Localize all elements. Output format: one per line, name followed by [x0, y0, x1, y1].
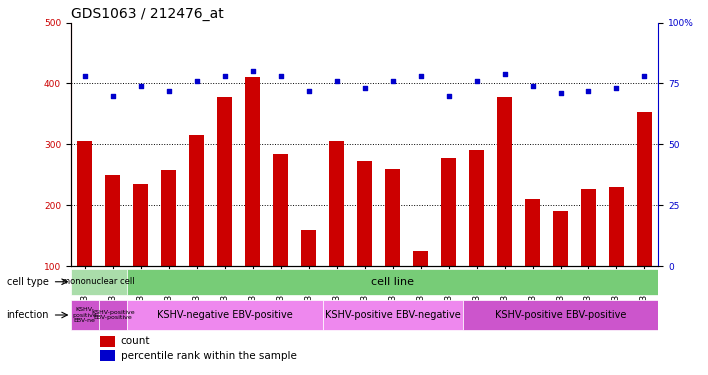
Text: percentile rank within the sample: percentile rank within the sample	[121, 351, 297, 361]
Bar	[357, 161, 372, 327]
Bar	[462, 300, 658, 330]
Bar	[581, 189, 596, 327]
Point	[583, 88, 594, 94]
Bar	[385, 169, 400, 327]
Point	[499, 70, 510, 77]
Point	[219, 73, 230, 79]
Bar	[127, 269, 658, 295]
Text: KSHV-positive EBV-positive: KSHV-positive EBV-positive	[495, 310, 626, 320]
Point	[443, 93, 455, 99]
Point	[247, 68, 258, 74]
Bar	[553, 211, 569, 327]
Bar	[609, 187, 624, 327]
Point	[275, 73, 286, 79]
Point	[331, 78, 342, 84]
Bar	[323, 300, 462, 330]
Point	[163, 88, 174, 94]
Point	[387, 78, 399, 84]
Text: infection: infection	[6, 310, 48, 320]
Text: KSHV-
positive
EBV-ne: KSHV- positive EBV-ne	[72, 307, 97, 323]
Bar	[99, 300, 127, 330]
Bar	[101, 350, 115, 361]
Bar	[101, 336, 115, 346]
Point	[527, 83, 538, 89]
Bar	[105, 175, 120, 327]
Point	[359, 86, 370, 92]
Text: GDS1063 / 212476_at: GDS1063 / 212476_at	[71, 8, 224, 21]
Bar	[273, 153, 288, 327]
Bar	[161, 170, 176, 327]
Bar	[133, 184, 149, 327]
Text: KSHV-positive EBV-negative: KSHV-positive EBV-negative	[325, 310, 460, 320]
Point	[135, 83, 147, 89]
Point	[191, 78, 202, 84]
Bar	[469, 150, 484, 327]
Text: cell type: cell type	[6, 277, 48, 287]
Bar	[245, 77, 261, 327]
Bar	[301, 230, 316, 327]
Point	[79, 73, 91, 79]
Text: mononuclear cell: mononuclear cell	[62, 277, 135, 286]
Bar	[525, 199, 540, 327]
Bar	[189, 135, 205, 327]
Text: KSHV-positive
EBV-positive: KSHV-positive EBV-positive	[91, 310, 135, 320]
Bar	[636, 112, 652, 327]
Text: count: count	[121, 336, 150, 346]
Bar	[127, 300, 323, 330]
Bar	[329, 141, 344, 327]
Bar	[71, 300, 99, 330]
Point	[555, 90, 566, 96]
Point	[611, 86, 622, 92]
Point	[639, 73, 650, 79]
Bar	[413, 251, 428, 327]
Text: cell line: cell line	[371, 277, 414, 287]
Point	[107, 93, 118, 99]
Bar	[217, 97, 232, 327]
Point	[471, 78, 482, 84]
Text: KSHV-negative EBV-positive: KSHV-negative EBV-positive	[157, 310, 292, 320]
Bar	[497, 97, 512, 327]
Point	[415, 73, 426, 79]
Bar	[71, 269, 127, 295]
Point	[303, 88, 314, 94]
Bar	[441, 158, 456, 327]
Bar	[77, 141, 93, 327]
